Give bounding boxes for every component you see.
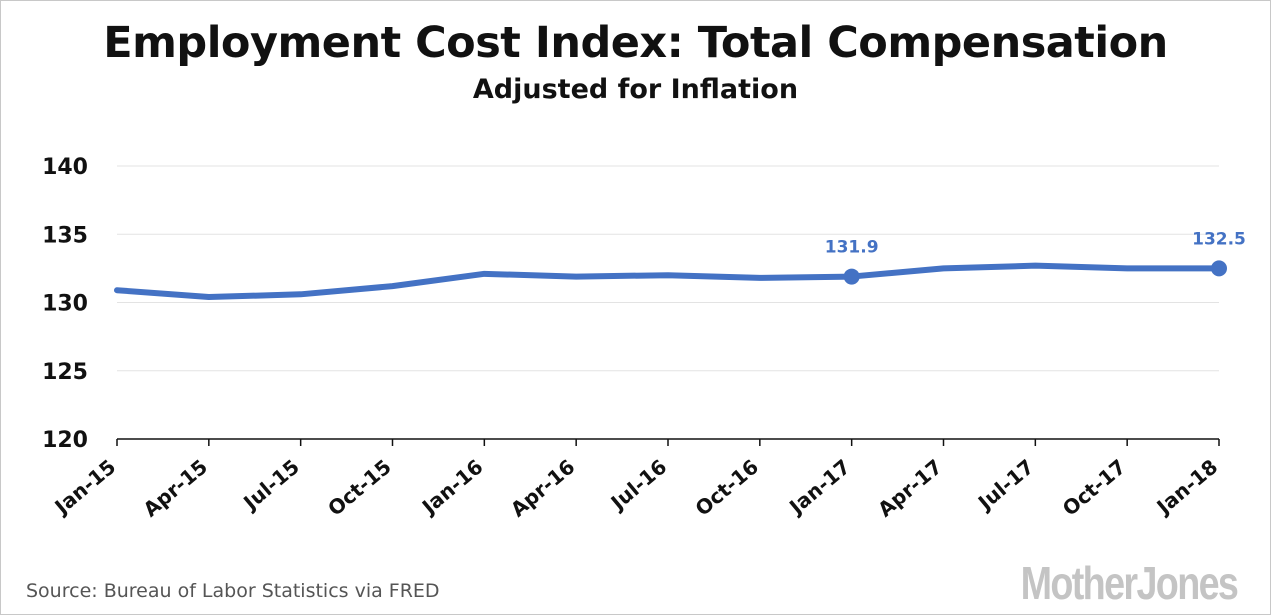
y-tick-label: 125: [42, 360, 88, 385]
x-tick-label: Oct-17: [1058, 454, 1131, 520]
x-tick-label: Oct-16: [691, 454, 764, 520]
x-tick-label: Jul-15: [237, 454, 304, 515]
y-tick-label: 130: [42, 292, 88, 317]
series-line: [114, 262, 1222, 301]
chart-title: Employment Cost Index: Total Compensatio…: [103, 18, 1168, 68]
data-point-marker: [843, 268, 860, 285]
mother-jones-logo: MotherJones: [1020, 557, 1238, 609]
x-tick-label: Jul-17: [972, 454, 1039, 515]
x-tick-label: Apr-16: [506, 454, 579, 521]
data-label: 132.5: [1192, 229, 1246, 249]
y-tick-label: 135: [42, 223, 88, 248]
x-tick-label: Jan-16: [416, 454, 488, 520]
x-tick-label: Oct-15: [323, 454, 396, 520]
data-point-marker: [1211, 260, 1227, 277]
x-tick-label: Jan-18: [1151, 454, 1223, 520]
x-tick-label: Apr-15: [139, 454, 212, 521]
x-tick-label: Jan-15: [49, 454, 121, 520]
x-tick-label: Jul-16: [605, 454, 672, 515]
x-tick-label: Apr-17: [873, 454, 946, 521]
data-label: 131.9: [825, 238, 879, 258]
x-tick-label: Jan-17: [783, 454, 855, 520]
y-tick-label: 140: [42, 155, 88, 180]
y-tick-label: 120: [42, 428, 88, 453]
chart-subtitle: Adjusted for Inflation: [472, 74, 799, 105]
source-note: Source: Bureau of Labor Statistics via F…: [26, 580, 440, 602]
